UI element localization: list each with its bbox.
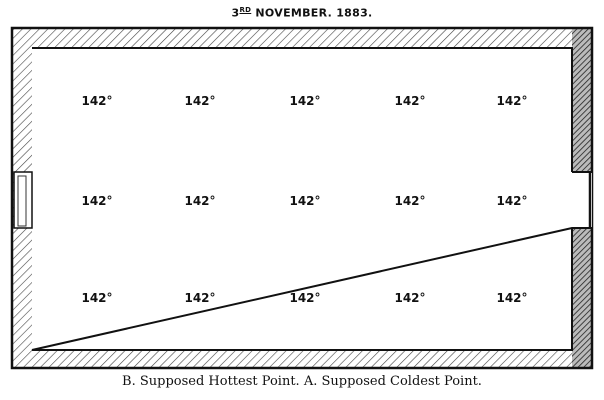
temperature-reading: 142° — [81, 94, 113, 108]
temperature-reading: 142° — [496, 194, 528, 208]
temperature-reading: 142° — [496, 291, 528, 305]
temperature-reading: 142° — [81, 194, 113, 208]
temperature-reading: 142° — [289, 194, 321, 208]
temperature-reading: 142° — [394, 94, 426, 108]
title-rest: NOVEMBER. 1883. — [255, 6, 373, 20]
window — [13, 171, 33, 229]
walls — [10, 26, 594, 370]
temperature-reading: 142° — [184, 291, 216, 305]
title-suffix: RD — [239, 6, 252, 14]
temperature-reading: 142° — [81, 291, 113, 305]
temperature-reading: 142° — [289, 94, 321, 108]
temperature-reading: 142° — [394, 194, 426, 208]
caption: B. Supposed Hottest Point. A. Supposed C… — [122, 374, 482, 389]
temperature-reading: 142° — [289, 291, 321, 305]
diagram-title: 3RD NOVEMBER. 1883. — [0, 6, 604, 20]
temperature-reading: 142° — [496, 94, 528, 108]
title-day: 3 — [231, 6, 240, 20]
temperature-reading: 142° — [184, 94, 216, 108]
temperature-reading: 142° — [184, 194, 216, 208]
temperature-reading: 142° — [394, 291, 426, 305]
